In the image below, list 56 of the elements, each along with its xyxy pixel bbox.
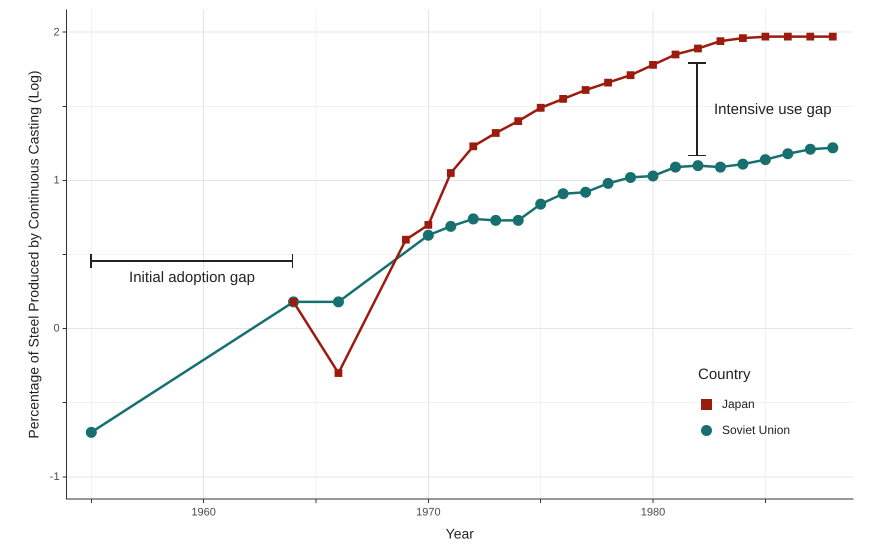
annotation: Intensive use gap xyxy=(714,101,832,118)
point xyxy=(625,172,636,183)
point xyxy=(86,426,97,438)
point xyxy=(446,169,455,177)
point xyxy=(580,186,592,198)
point xyxy=(490,214,502,226)
x-tick-label: 1960 xyxy=(191,506,216,519)
point xyxy=(402,236,410,244)
point xyxy=(739,34,747,42)
point xyxy=(670,162,681,173)
point xyxy=(649,60,657,69)
legend-label: Soviet Union xyxy=(722,423,790,437)
point xyxy=(536,104,545,112)
point xyxy=(694,44,702,52)
y-tick-label: 2 xyxy=(53,26,60,38)
point xyxy=(760,154,771,166)
point xyxy=(784,32,792,41)
point xyxy=(648,170,659,182)
point xyxy=(672,50,680,58)
y-axis-title: Percentage of Steel Produced by Continuous Casting (Log) xyxy=(25,70,42,439)
y-tick-label: 1 xyxy=(53,174,60,186)
point xyxy=(535,198,546,210)
point xyxy=(424,220,432,229)
point xyxy=(469,142,478,150)
point xyxy=(827,142,838,154)
point xyxy=(716,37,724,46)
x-tick-label: 1980 xyxy=(640,506,666,519)
point xyxy=(582,86,590,94)
point xyxy=(604,78,612,86)
y-tick-label: 0 xyxy=(53,322,60,335)
x-axis-title: Year xyxy=(446,525,474,542)
point xyxy=(761,32,770,41)
point xyxy=(512,214,524,226)
point xyxy=(468,213,479,224)
x-tick-label: 1970 xyxy=(416,506,441,519)
point xyxy=(332,296,344,308)
point xyxy=(334,369,342,377)
point xyxy=(828,32,837,41)
point xyxy=(806,32,814,41)
point xyxy=(558,188,569,200)
point xyxy=(602,178,614,189)
point xyxy=(422,230,434,241)
point xyxy=(445,220,456,232)
point xyxy=(514,117,522,126)
annotation: Initial adoption gap xyxy=(128,269,256,286)
point xyxy=(626,71,634,80)
legend-label: Japan xyxy=(722,397,755,411)
legend-title: Country xyxy=(698,366,752,383)
y-tick-label: -1 xyxy=(50,470,60,483)
point xyxy=(692,160,704,172)
point xyxy=(492,129,500,137)
point xyxy=(559,95,568,103)
point xyxy=(804,144,816,155)
point xyxy=(714,162,726,173)
point xyxy=(782,148,794,160)
point xyxy=(737,158,748,170)
